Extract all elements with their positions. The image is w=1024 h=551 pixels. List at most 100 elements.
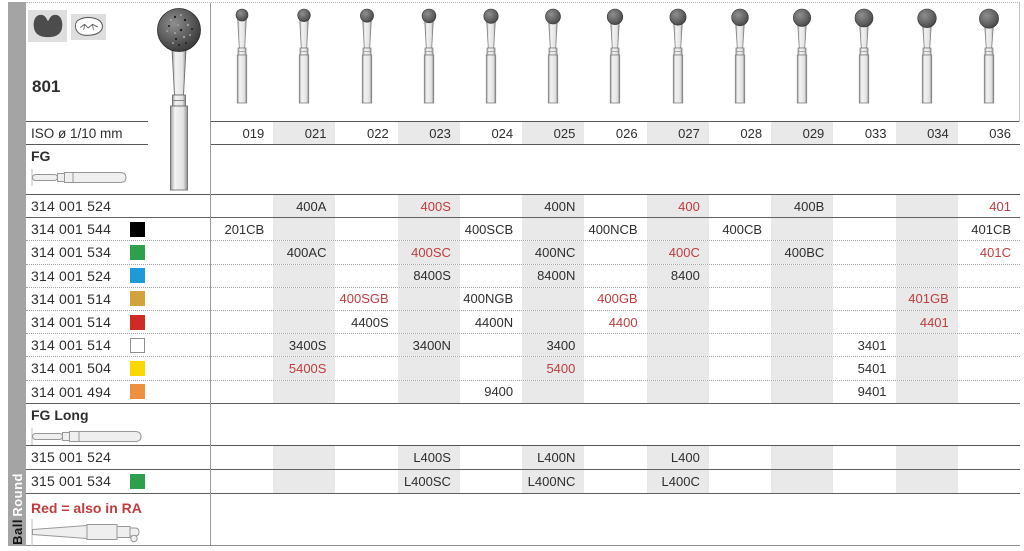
product-cell-400N: 400N [522, 195, 585, 218]
header-row: 801 [26, 3, 1020, 122]
product-cell-empty [211, 311, 273, 333]
product-cell-empty [895, 264, 958, 287]
fg-long-header-spacer [211, 404, 1020, 445]
fg-long-section-label: FG Long [31, 406, 89, 423]
product-row-314001524: 314 001 524 8400S 8400N 8400 [26, 264, 1020, 288]
product-cell-empty [335, 265, 397, 287]
product-cell-5400S: 5400S [273, 357, 336, 380]
product-cell-empty [709, 311, 771, 333]
product-cell-401GB: 401GB [895, 287, 958, 310]
product-cell-empty [335, 446, 397, 469]
grit-color-chip-gold [130, 291, 145, 307]
product-cell-empty [771, 310, 834, 334]
iso-size-024: 024 [491, 125, 514, 141]
product-cell-empty [460, 357, 522, 379]
iso-size-022: 022 [366, 125, 389, 141]
product-cell-4400: 4400 [608, 314, 638, 330]
panel-divider [210, 3, 211, 545]
product-cell-empty [958, 265, 1020, 287]
product-cell-empty [584, 265, 646, 287]
product-cell-empty [833, 446, 895, 469]
product-row-314001544: 314 001 544 201CB 400SCB 400NCB 400CB 401CB [26, 218, 1020, 242]
product-cell-empty [646, 380, 709, 403]
grit-color-chip-red [130, 314, 145, 330]
order-code: 314 001 514 [31, 290, 112, 307]
product-cell-empty [709, 195, 771, 217]
product-cell-empty [522, 380, 585, 403]
product-cell-400: 400 [646, 195, 709, 218]
figure-header: 801 [26, 3, 211, 121]
iso-size-021: 021 [273, 122, 336, 144]
iso-size-028: 028 [740, 125, 763, 141]
product-cell-L400S: L400S [397, 445, 460, 469]
molar-silhouette-icon [28, 10, 67, 42]
product-cell-empty [771, 287, 834, 310]
product-cell-4401: 4401 [895, 310, 958, 334]
iso-size-row: ISO ø 1/10 mm 019 021 022 023 024 025 026 027 02… [26, 122, 1020, 145]
iso-sizes: 019 021 022 023 024 025 026 027 028 029 033 034 036 [211, 122, 1020, 144]
grit-color-chip-green [130, 244, 145, 260]
fg-section-label: FG [31, 148, 51, 164]
iso-row-label: ISO ø 1/10 mm [31, 125, 123, 141]
product-cell-8400: 8400 [646, 264, 709, 287]
bur-illustration [398, 3, 460, 122]
product-row-314001524: 314 001 524 400A 400S 400N 400 400B 401 [26, 195, 1020, 219]
product-row-315001534: 315 001 534 L400SC L400NC L400C [26, 469, 1020, 494]
product-cell-empty [335, 241, 397, 263]
product-cell-empty [833, 195, 895, 217]
order-code: 314 001 514 [31, 337, 112, 354]
product-cell-201CB: 201CB [224, 221, 265, 237]
product-row-314001504: 314 001 504 5400S 5400 5401 [26, 357, 1020, 381]
product-cell-empty [584, 357, 646, 379]
product-cell-400AC: 400AC [273, 241, 336, 264]
product-cell-4400N: 4400N [474, 314, 514, 330]
iso-size-033: 033 [864, 125, 887, 141]
product-cell-3400: 3400 [522, 334, 585, 357]
footer-row: Red = also in RA [26, 494, 1020, 546]
product-cell-empty [273, 380, 336, 403]
product-cell-empty [833, 288, 895, 310]
product-cell-empty [958, 334, 1020, 356]
product-cell-empty [895, 357, 958, 380]
product-cell-3400S: 3400S [273, 334, 336, 357]
product-cell-empty [771, 445, 834, 469]
bur-illustration [460, 3, 522, 122]
bur-illustration [584, 3, 646, 122]
bur-illustration [709, 3, 771, 122]
product-row-314001514: 314 001 514 4400S 4400N 4400 4401 [26, 310, 1020, 335]
order-code: 314 001 544 [31, 221, 112, 238]
sidebar-label-ball: Ball [9, 519, 25, 545]
product-cell-empty [584, 241, 646, 263]
bur-illustration [958, 3, 1020, 122]
product-cell-empty [584, 195, 646, 217]
fg-section-header: FG [26, 145, 1020, 195]
bur-size-illustrations [211, 3, 1020, 121]
grit-color-chip-blue [130, 268, 145, 284]
product-cell-empty [895, 241, 958, 264]
product-cell-empty [460, 195, 522, 217]
product-cell-empty [273, 445, 336, 469]
product-cell-empty [211, 195, 273, 217]
product-cell-empty [335, 334, 397, 356]
product-cell-empty [211, 334, 273, 356]
product-cell-empty [895, 445, 958, 469]
fg-long-shank-icon [31, 427, 211, 450]
bur-illustration [211, 3, 273, 122]
bur-illustration [896, 3, 958, 122]
product-cell-empty [335, 357, 397, 379]
grit-color-chip-green [130, 473, 145, 489]
order-code: 314 001 514 [31, 314, 112, 331]
product-row-315001524: 315 001 524 L400S L400N L400 [26, 445, 1020, 470]
product-cell-8400S: 8400S [397, 264, 460, 287]
product-cell-empty [709, 265, 771, 287]
iso-size-036: 036 [989, 125, 1011, 141]
product-cell-empty [709, 357, 771, 379]
grit-color-chip-white [130, 337, 145, 353]
product-cell-empty [895, 469, 958, 493]
product-cell-empty [273, 264, 336, 287]
product-cell-empty [958, 381, 1020, 403]
order-code: 314 001 504 [31, 360, 112, 377]
product-cell-8400N: 8400N [522, 264, 585, 287]
product-row-314001494: 314 001 494 9400 9401 [26, 380, 1020, 404]
product-cell-empty [771, 334, 834, 357]
